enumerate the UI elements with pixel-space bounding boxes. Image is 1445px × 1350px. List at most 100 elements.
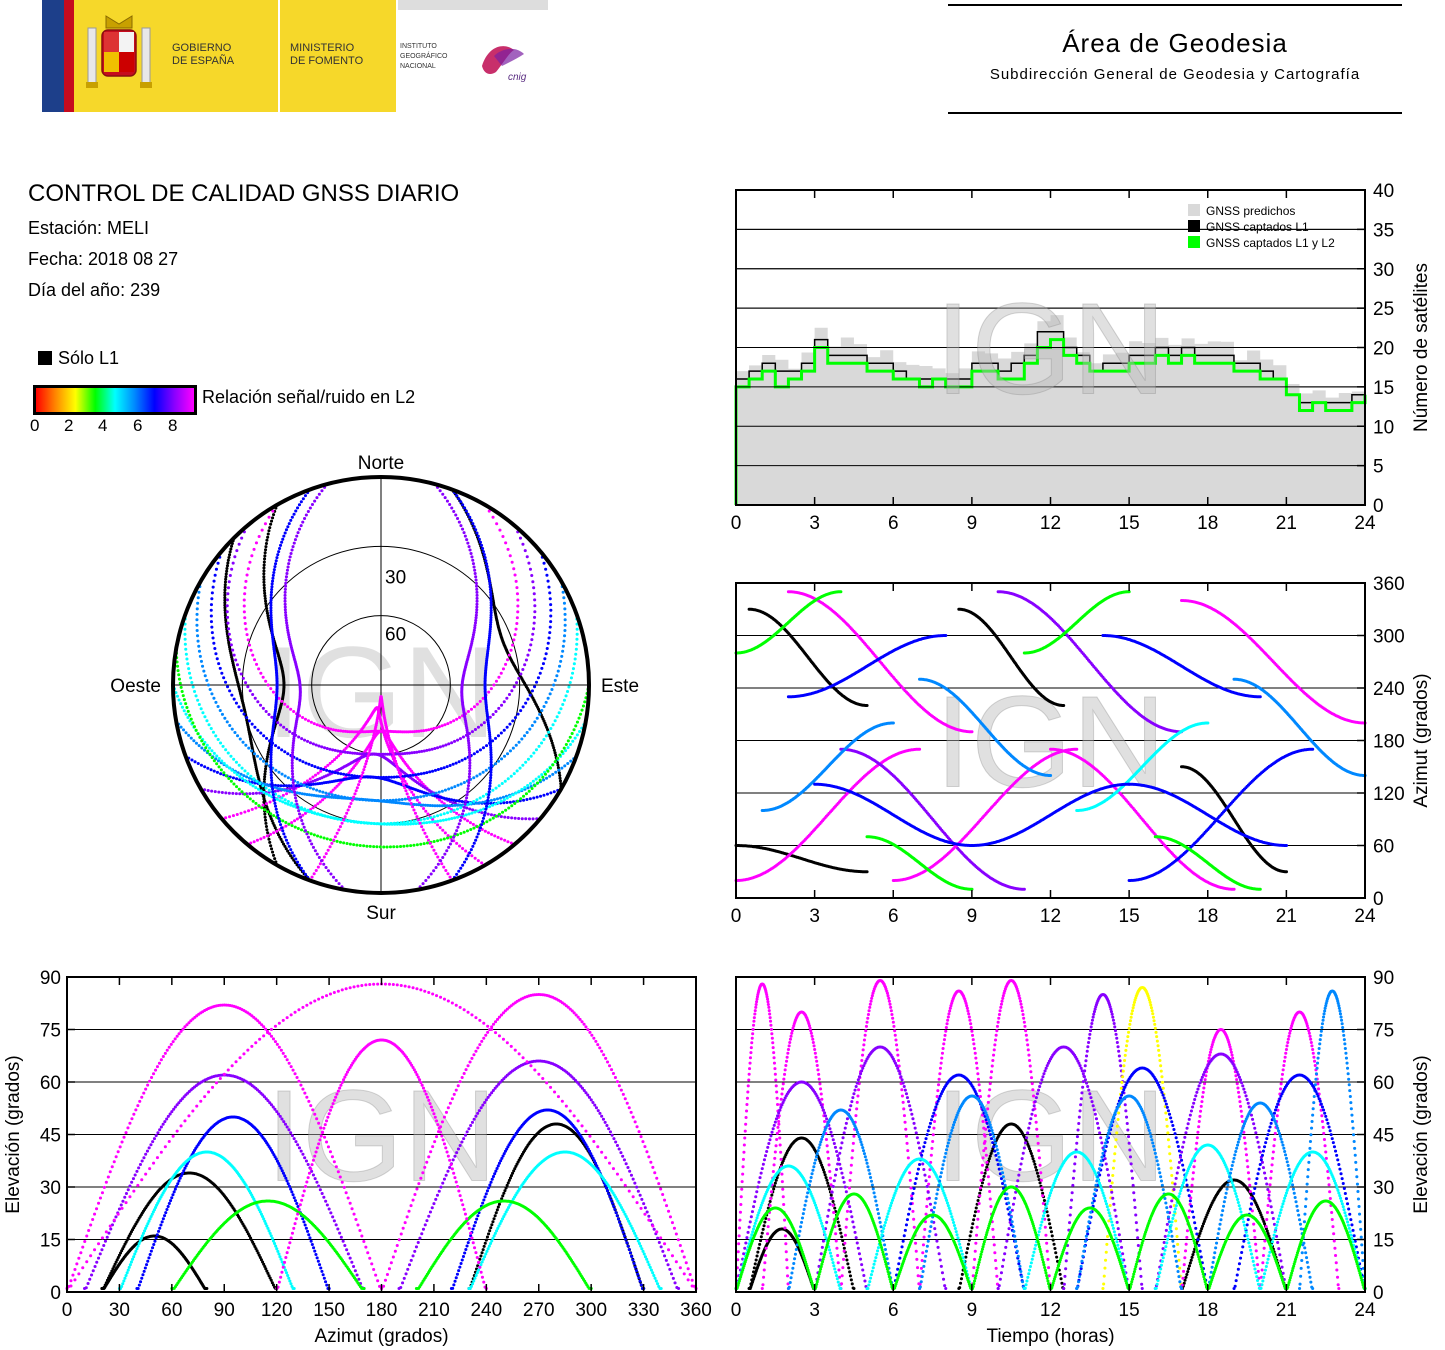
- x-tick-label: 330: [628, 1300, 660, 1321]
- x-tick-label: 3: [809, 906, 820, 927]
- direction-east: Este: [601, 676, 639, 697]
- azimuth-track: [970, 782, 1131, 847]
- y-tick-label: 15: [40, 1231, 61, 1252]
- x-tick-label: 270: [523, 1300, 555, 1321]
- azimuth-track: [1180, 599, 1367, 725]
- series-l1-line: [735, 331, 1365, 505]
- chart-legend: GNSS predichos GNSS captados L1 GNSS capta…: [1188, 204, 1335, 250]
- azimuth-track: [918, 677, 1053, 777]
- x-tick-label: 6: [888, 1300, 899, 1321]
- x-tick-label: 9: [967, 513, 978, 534]
- y-tick-label: 35: [1373, 220, 1394, 241]
- azimuth-track: [839, 747, 1026, 891]
- direction-west: Oeste: [110, 676, 161, 697]
- x-tick-label: 0: [731, 1300, 742, 1321]
- elevation-pass: [865, 1157, 974, 1290]
- government-line-2: DE ESPAÑA: [172, 55, 235, 67]
- snr-tick: 0: [30, 416, 40, 435]
- cnig-logo-text: cnig: [508, 72, 527, 83]
- ministry-name: MINISTERIO DE FOMENTO: [290, 42, 363, 68]
- y-tick-label: 75: [40, 1021, 61, 1042]
- x-tick-label: 24: [1354, 906, 1376, 927]
- ign-watermark: IGN: [935, 669, 1166, 815]
- y-axis-label: Elevación (grados): [1411, 1055, 1432, 1213]
- legend-label: GNSS captados L1: [1206, 220, 1309, 234]
- x-tick-label: 15: [1119, 906, 1140, 927]
- x-tick-label: 12: [1040, 906, 1061, 927]
- x-tick-label: 9: [967, 906, 978, 927]
- x-axis-label: Azimut (grados): [314, 1326, 448, 1347]
- x-tick-label: 60: [161, 1300, 182, 1321]
- azimuth-track: [1022, 590, 1131, 655]
- x-tick-label: 150: [313, 1300, 345, 1321]
- x-tick-label: 18: [1197, 1300, 1218, 1321]
- azimuth-track: [1180, 765, 1288, 874]
- spanish-crest-icon: [86, 15, 152, 88]
- y-tick-label: 0: [1373, 496, 1384, 517]
- institute-name: INSTITUTO GEOGRÁFICO NACIONAL: [400, 42, 447, 72]
- spain-flag-stripe: [64, 0, 74, 112]
- institute-line-2: GEOGRÁFICO: [400, 53, 448, 60]
- x-tick-label: 15: [1119, 513, 1140, 534]
- y-tick-label: 60: [1373, 1073, 1394, 1094]
- x-tick-label: 0: [731, 906, 742, 927]
- area-header: Área de Geodesia Subdirección General de…: [948, 4, 1402, 114]
- legend-l1-label: Sólo L1: [58, 348, 120, 368]
- x-tick-label: 6: [888, 906, 899, 927]
- legend-swatch: [1188, 236, 1200, 248]
- y-tick-label: 15: [1373, 378, 1394, 399]
- government-name: GOBIERNO DE ESPAÑA: [172, 42, 234, 68]
- azimuth-track: [891, 747, 1079, 882]
- area-title: Área de Geodesia: [1062, 28, 1288, 58]
- area-subtitle: Subdirección General de Geodesia y Carto…: [989, 66, 1361, 83]
- azimuth-track: [760, 721, 895, 812]
- x-tick-label: 12: [1040, 513, 1061, 534]
- y-tick-label: 60: [40, 1073, 61, 1094]
- y-tick-label: 75: [1373, 1021, 1394, 1042]
- elevation-pass: [1232, 1073, 1367, 1290]
- y-tick-label: 45: [1373, 1126, 1394, 1147]
- x-tick-label: 24: [1354, 513, 1376, 534]
- elevation-pass: [1075, 1094, 1184, 1290]
- elevation-pass: [1062, 993, 1144, 1290]
- elevation-arc: [100, 1234, 209, 1290]
- x-tick-label: 18: [1197, 906, 1218, 927]
- snr-tick: 8: [168, 416, 178, 435]
- azimuth-track: [996, 590, 1184, 734]
- azimuth-track: [747, 607, 869, 707]
- y-tick-label: 0: [1373, 1283, 1384, 1304]
- y-tick-label: 300: [1373, 627, 1405, 648]
- elevation-arc: [397, 1059, 681, 1290]
- snr-tick: 6: [133, 416, 143, 435]
- y-tick-label: 120: [1373, 784, 1405, 805]
- x-tick-label: 9: [967, 1300, 978, 1321]
- government-logo: GOBIERNO DE ESPAÑA: [42, 0, 278, 112]
- x-tick-label: 210: [418, 1300, 450, 1321]
- azimuth-track: [1153, 835, 1262, 891]
- x-tick-label: 12: [1040, 1300, 1061, 1321]
- x-axis-label: Tiempo (horas): [986, 1326, 1114, 1347]
- elevation-pass: [1298, 989, 1367, 1290]
- azimuth-track: [957, 607, 1066, 707]
- x-tick-label: 3: [809, 1300, 820, 1321]
- elevation-pass: [918, 1094, 1026, 1290]
- x-tick-label: 240: [470, 1300, 502, 1321]
- direction-south: Sur: [366, 903, 396, 924]
- x-tick-label: 0: [731, 513, 742, 534]
- elevation-arc: [414, 1199, 593, 1290]
- x-tick-label: 21: [1276, 906, 1297, 927]
- l1-only-swatch: [38, 351, 52, 365]
- doy-label: Día del año: 239: [28, 280, 161, 300]
- x-tick-label: 120: [261, 1300, 293, 1321]
- snr-colorbar: [33, 385, 197, 415]
- date-label: Fecha: 2018 08 27: [28, 249, 179, 269]
- y-tick-label: 60: [1373, 837, 1394, 858]
- azimuth-track: [786, 634, 948, 699]
- ign-watermark: IGN: [935, 276, 1166, 422]
- snr-colorbar-label: Relación señal/ruido en L2: [202, 387, 416, 407]
- elevation-pass: [1022, 1150, 1131, 1290]
